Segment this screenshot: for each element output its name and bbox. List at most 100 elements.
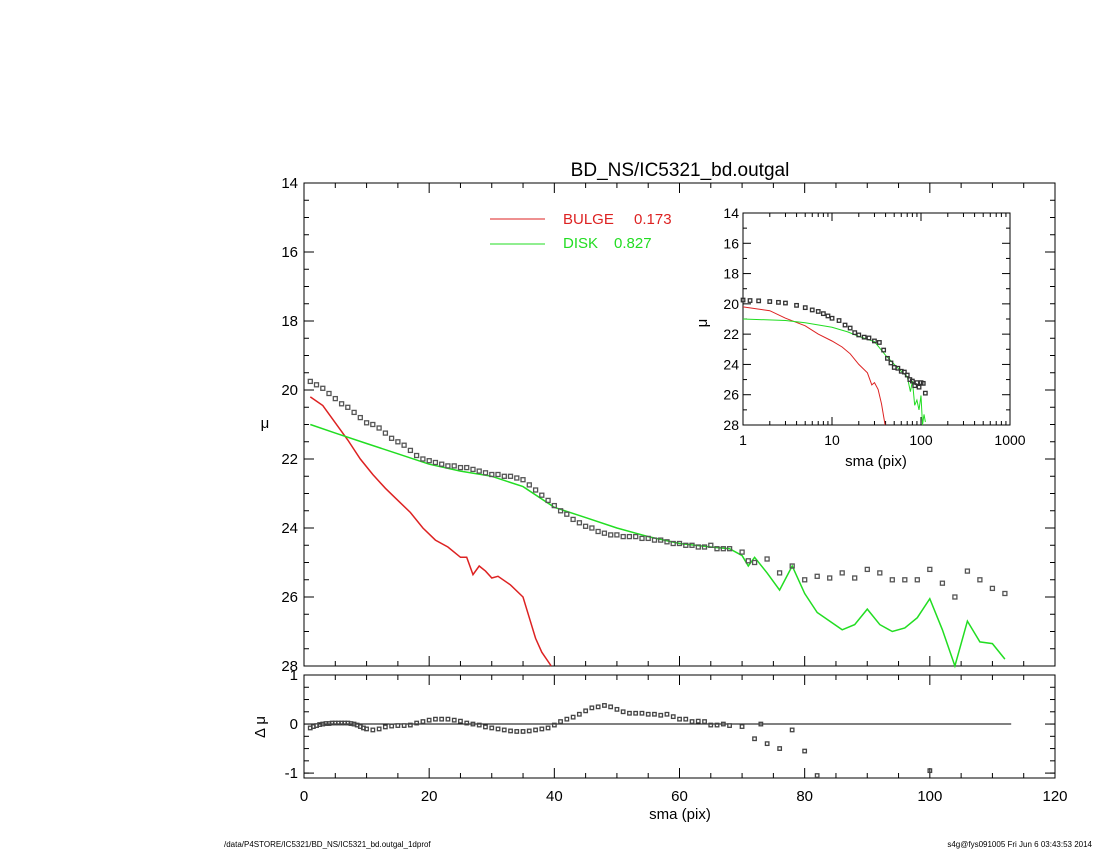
inset-observed-marker (895, 365, 901, 371)
main-y-tick-label: 24 (281, 520, 298, 537)
observed-profile-marker (332, 395, 338, 402)
x-tick-label: 60 (671, 788, 688, 805)
observed-profile-marker (370, 421, 376, 428)
inset-observed-marker (776, 299, 781, 305)
residual-marker (564, 716, 570, 722)
residual-marker (576, 711, 582, 717)
observed-profile-marker (595, 528, 601, 535)
x-tick-label: 80 (796, 788, 813, 805)
residual-marker (433, 716, 438, 722)
residual-marker (464, 720, 470, 726)
main-series-layer (307, 378, 1008, 669)
inset-observed-marker (909, 378, 915, 384)
observed-profile-marker (977, 577, 983, 583)
observed-profile-marker (557, 508, 564, 514)
residual-marker (489, 725, 495, 731)
residual-marker (614, 706, 620, 712)
observed-profile-marker (413, 452, 420, 459)
residual-marker (407, 722, 413, 728)
observed-profile-marker (726, 546, 733, 552)
observed-profile-marker (701, 544, 708, 550)
inset-observed-marker (809, 307, 815, 313)
observed-profile-marker (514, 475, 520, 481)
observed-profile-marker (927, 566, 933, 573)
observed-profile-marker (645, 535, 651, 542)
residual-marker (570, 714, 576, 720)
inset-observed-marker (920, 380, 926, 386)
inset-y-axis-label: μ (694, 319, 711, 328)
observed-profile-marker (964, 568, 971, 574)
main-y-tick-label: 18 (281, 313, 298, 330)
legend-disk-value: 0.827 (614, 235, 652, 252)
residual-marker (389, 723, 395, 729)
inset-observed-marker (747, 298, 753, 303)
x-tick-label: 40 (546, 788, 563, 805)
inset-observed-marker (815, 309, 821, 314)
legend-bulge-value: 0.173 (634, 211, 672, 228)
inset-observed-marker (847, 325, 853, 331)
residual-marker (777, 746, 783, 751)
inset-axis-ticks: 14 16 18 20 22 24 26 281 10 100 1000 (723, 205, 1025, 448)
inset-observed-marker (888, 360, 894, 366)
inset-y-tick-label: 18 (723, 266, 739, 282)
observed-profile-marker (564, 511, 570, 517)
residual-y-axis-label: Δ μ (252, 716, 269, 738)
observed-profile-marker (683, 542, 689, 548)
main-y-tick-label: 16 (281, 244, 298, 261)
residual-marker (514, 729, 520, 734)
residual-marker (664, 711, 670, 717)
residual-marker (583, 708, 589, 714)
inset-plot-frame (742, 212, 1011, 426)
main-y-axis-label: μ (261, 415, 270, 432)
residual-marker (752, 736, 757, 742)
inset-observed-marker (820, 311, 826, 317)
inset-y-tick-label: 22 (723, 326, 739, 342)
residual-marker (414, 720, 420, 726)
main-axis-ticks: 14 16 18 20 22 24 26 28 (281, 175, 1056, 675)
residual-marker (589, 705, 595, 711)
observed-profile-marker (764, 556, 770, 562)
observed-profile-marker (363, 420, 370, 426)
observed-profile-marker (495, 471, 501, 478)
observed-profile-marker (313, 382, 320, 388)
residual-marker (376, 726, 382, 732)
observed-profile-marker (608, 532, 614, 538)
observed-profile-marker (357, 414, 363, 421)
observed-profile-marker (864, 566, 870, 573)
residual-plot-frame (303, 674, 1056, 779)
residual-marker (764, 741, 770, 747)
footer-timestamp: s4g@fys091005 Fri Jun 6 03:43:53 2014 (947, 840, 1092, 849)
inset-observed-marker (901, 369, 907, 375)
inset-observed-marker (904, 372, 910, 378)
observed-profile-marker (839, 570, 845, 576)
observed-profile-marker (388, 435, 395, 441)
observed-profile-marker (751, 559, 758, 566)
observed-profile-marker (639, 535, 645, 542)
inset-observed-marker (802, 305, 808, 311)
residual-marker (683, 716, 689, 722)
residual-marker (501, 727, 507, 733)
inset-y-tick-label: 28 (723, 417, 739, 433)
residual-series-layer (304, 703, 1012, 778)
observed-profile-marker (501, 473, 507, 479)
residual-marker (727, 723, 732, 728)
residual-marker (627, 710, 632, 716)
residual-marker (658, 712, 664, 718)
inset-y-tick-label: 14 (723, 205, 739, 221)
x-tick-label: 0 (300, 788, 308, 805)
observed-profile-marker (589, 525, 595, 531)
observed-profile-marker (520, 477, 526, 483)
observed-profile-marker (789, 563, 795, 569)
observed-profile-marker (776, 570, 783, 576)
residual-marker (551, 722, 557, 728)
observed-profile-marker (482, 470, 489, 476)
residual-marker (526, 728, 532, 734)
observed-profile-marker (952, 594, 958, 600)
residual-marker (789, 727, 795, 733)
observed-profile-marker (601, 530, 608, 536)
inset-observed-marker (836, 318, 842, 323)
residual-marker (758, 721, 764, 727)
observed-profile-marker (432, 459, 439, 466)
observed-profile-marker (745, 558, 751, 564)
observed-profile-marker (576, 520, 583, 526)
